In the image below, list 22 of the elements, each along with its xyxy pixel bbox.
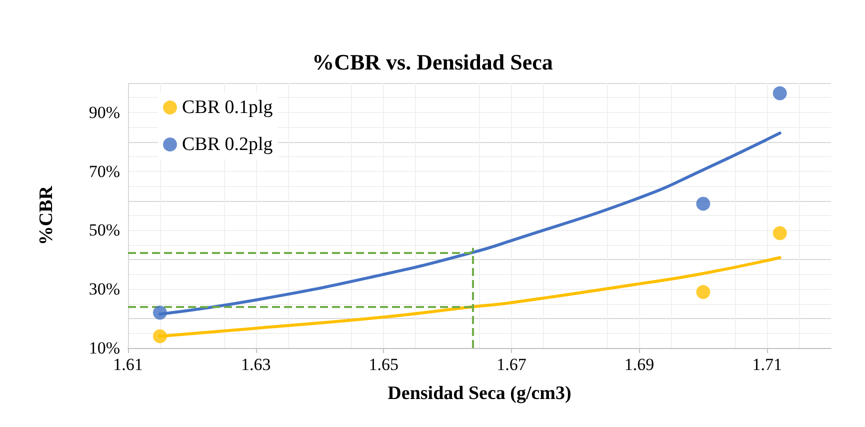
y-axis-title: %CBR [36, 186, 57, 246]
y-tick-label: 70% [88, 162, 120, 181]
x-tick-label: 1.67 [496, 355, 527, 374]
x-tick-label: 1.65 [368, 355, 399, 374]
x-axis-title: Densidad Seca (g/cm3) [388, 383, 572, 404]
point [152, 329, 167, 344]
point [696, 285, 710, 300]
point [772, 226, 787, 240]
point [696, 196, 710, 211]
x-tick-label: 1.63 [240, 355, 271, 374]
legend-label: CBR 0.2plg [182, 134, 274, 155]
chart-title: %CBR vs. Densidad Seca [312, 50, 553, 74]
y-tick-label: 50% [88, 220, 120, 240]
y-tick-label: 90% [88, 102, 120, 122]
x-tick-label: 1.61 [113, 355, 143, 374]
legend-label: CBR 0.1plg [182, 97, 274, 118]
y-tick-label: 30% [88, 280, 120, 299]
x-tick-label: 1.71 [752, 355, 782, 374]
point [772, 86, 787, 100]
y-tick-label: 10% [88, 338, 120, 358]
x-tick-label: 1.69 [624, 355, 654, 374]
point [152, 306, 167, 320]
